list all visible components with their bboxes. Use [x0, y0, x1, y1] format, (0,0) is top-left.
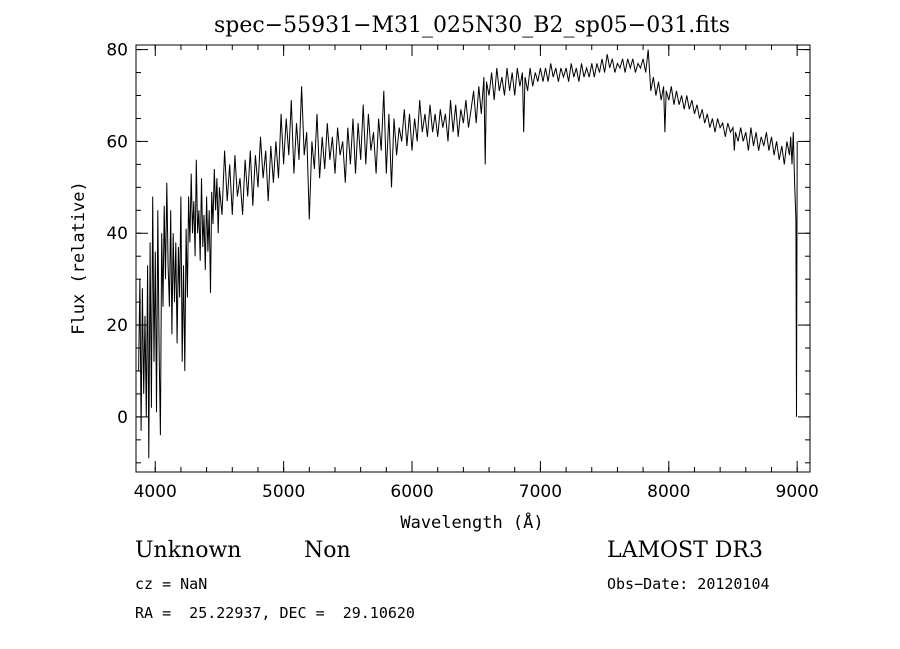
ra-dec-coordinates: RA = 25.22937, DEC = 29.10620 [135, 604, 415, 622]
y-tick-label: 60 [106, 132, 128, 152]
x-tick-label: 5000 [262, 482, 305, 502]
object-class: Unknown [135, 538, 242, 563]
y-tick-label: 80 [106, 41, 128, 61]
spectrum-line-0 [138, 49, 798, 459]
x-tick-label: 8000 [647, 482, 690, 502]
x-tick-label: 9000 [776, 482, 819, 502]
redshift-cz: cz = NaN [135, 575, 208, 593]
y-axis-label: Flux (relative) [69, 181, 89, 335]
y-tick-label: 0 [117, 408, 128, 428]
chart-title: spec−55931−M31_025N30_B2_sp05−031.fits [214, 13, 730, 38]
plot-area: 4000 5000 6000 7000 8000 9000 0 20 40 60 80 [106, 41, 818, 502]
y-tick-label: 20 [106, 316, 128, 336]
x-tick-label: 4000 [134, 482, 177, 502]
y-tick-label: 40 [106, 224, 128, 244]
plot-frame [135, 44, 811, 473]
x-tick-label: 7000 [519, 482, 562, 502]
x-tick-label: 6000 [390, 482, 433, 502]
object-subclass: Non [304, 538, 351, 563]
x-axis-label: Wavelength (Å) [400, 511, 543, 533]
obs-date: Obs−Date: 20120104 [607, 575, 770, 593]
survey-name: LAMOST DR3 [607, 538, 763, 563]
